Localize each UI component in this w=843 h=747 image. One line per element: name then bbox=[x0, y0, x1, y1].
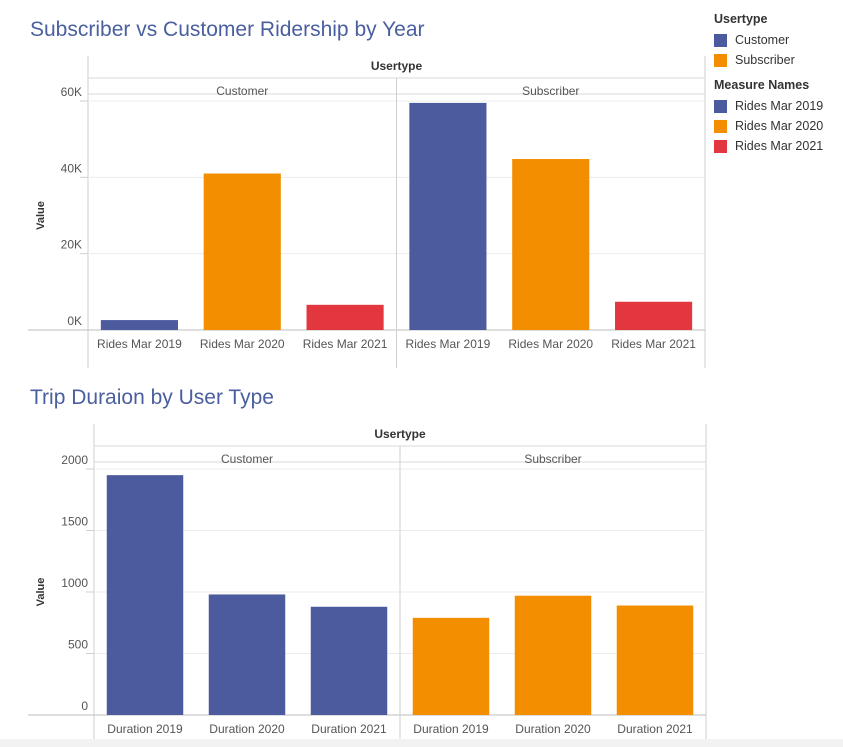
y-tick-label: 500 bbox=[68, 638, 88, 652]
x-tick-label: Duration 2020 bbox=[515, 722, 591, 736]
y-tick-label: 0K bbox=[67, 314, 82, 328]
legend-item-rides-2020[interactable]: Rides Mar 2020 bbox=[714, 116, 823, 136]
bar-subscriber-1 bbox=[409, 102, 487, 331]
x-tick-label: Duration 2019 bbox=[413, 722, 489, 736]
x-tick-label: Rides Mar 2019 bbox=[97, 337, 182, 351]
chart-1-title: Subscriber vs Customer Ridership by Year bbox=[30, 18, 425, 41]
legend-item-rides-2021[interactable]: Rides Mar 2021 bbox=[714, 136, 823, 156]
legend-item-customer[interactable]: Customer bbox=[714, 30, 823, 50]
y-axis-title: Value bbox=[35, 578, 47, 607]
legend-label: Rides Mar 2020 bbox=[735, 119, 824, 133]
legend-label: Rides Mar 2021 bbox=[735, 139, 824, 153]
x-tick-label: Duration 2020 bbox=[209, 722, 285, 736]
legend-swatch bbox=[714, 53, 727, 67]
legend: Usertype Customer Subscriber Measure Nam… bbox=[714, 12, 823, 156]
x-tick-label: Rides Mar 2021 bbox=[303, 337, 388, 351]
bar-subscriber-1 bbox=[412, 617, 490, 715]
x-tick-label: Rides Mar 2019 bbox=[406, 337, 491, 351]
y-tick-label: 40K bbox=[61, 161, 82, 175]
bar-subscriber-2 bbox=[512, 159, 590, 330]
legend-measure-title: Measure Names bbox=[714, 78, 810, 92]
column-header-usertype: Usertype bbox=[371, 59, 423, 73]
x-tick-label: Rides Mar 2020 bbox=[200, 337, 285, 351]
ridership-chart: Usertype 0K 20K 40K 60K Value Customer Rides Ma… bbox=[28, 56, 706, 368]
panel-header-customer: Customer bbox=[221, 452, 273, 466]
y-tick-label: 60K bbox=[61, 85, 82, 99]
x-tick-label: Rides Mar 2021 bbox=[611, 337, 696, 351]
panel-header-subscriber: Subscriber bbox=[522, 84, 579, 98]
y-tick-label: 20K bbox=[61, 238, 82, 252]
bar-customer-3 bbox=[310, 606, 388, 715]
trip-duration-chart: Usertype 0 500 1000 1500 2000 Value Customer Dur… bbox=[28, 424, 707, 740]
legend-swatch bbox=[714, 139, 727, 153]
legend-swatch bbox=[714, 99, 727, 113]
bar-subscriber-3 bbox=[616, 605, 694, 715]
bar-customer-1 bbox=[100, 320, 178, 330]
bar-subscriber-2 bbox=[514, 595, 592, 715]
bar-subscriber-3 bbox=[615, 301, 693, 330]
y-tick-label: 1500 bbox=[61, 515, 88, 529]
bar-customer-2 bbox=[208, 594, 286, 715]
y-axis-title: Value bbox=[35, 201, 47, 230]
x-tick-label: Rides Mar 2020 bbox=[508, 337, 593, 351]
legend-label: Subscriber bbox=[735, 53, 795, 67]
legend-item-rides-2019[interactable]: Rides Mar 2019 bbox=[714, 96, 823, 116]
legend-swatch bbox=[714, 33, 727, 47]
bottom-scrollbar-track bbox=[0, 739, 843, 747]
legend-usertype-title: Usertype bbox=[714, 12, 768, 26]
x-tick-label: Duration 2021 bbox=[617, 722, 693, 736]
x-tick-label: Duration 2021 bbox=[311, 722, 387, 736]
legend-label: Rides Mar 2019 bbox=[735, 99, 824, 113]
y-tick-label: 2000 bbox=[61, 453, 88, 467]
y-tick-label: 0 bbox=[81, 699, 88, 713]
bar-customer-1 bbox=[106, 475, 184, 715]
legend-swatch bbox=[714, 119, 727, 133]
legend-item-subscriber[interactable]: Subscriber bbox=[714, 50, 823, 70]
x-tick-label: Duration 2019 bbox=[107, 722, 183, 736]
column-header-usertype: Usertype bbox=[374, 427, 426, 441]
legend-label: Customer bbox=[735, 33, 790, 47]
panel-header-customer: Customer bbox=[216, 84, 268, 98]
chart-2-title: Trip Duraion by User Type bbox=[30, 386, 274, 409]
bar-customer-3 bbox=[306, 304, 384, 330]
y-tick-label: 1000 bbox=[61, 576, 88, 590]
panel-header-subscriber: Subscriber bbox=[524, 452, 581, 466]
bar-customer-2 bbox=[203, 173, 281, 330]
